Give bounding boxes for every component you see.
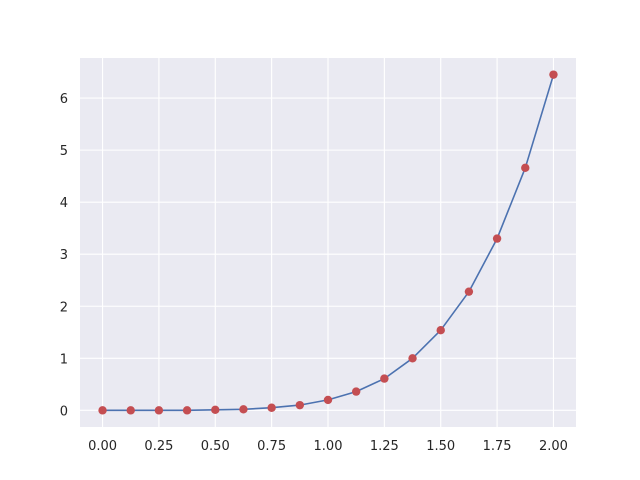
x-tick-label: 0.00 xyxy=(88,439,117,454)
x-gridlines xyxy=(101,58,555,427)
data-point xyxy=(351,387,361,396)
data-point xyxy=(182,406,192,415)
data-point xyxy=(380,374,389,383)
data-point xyxy=(464,287,474,296)
y-tick-label: 5 xyxy=(60,144,68,159)
data-point xyxy=(295,400,305,410)
x-tick-label: 0.50 xyxy=(201,439,230,454)
data-point xyxy=(211,405,220,415)
y-tick-label: 0 xyxy=(60,404,68,419)
x-tick-label: 2.00 xyxy=(539,439,568,454)
x-tick-label: 0.25 xyxy=(144,439,173,454)
data-point xyxy=(98,406,107,415)
y-gridlines xyxy=(80,97,576,411)
y-tick-label: 6 xyxy=(60,92,68,107)
y-tick-label: 4 xyxy=(60,196,68,211)
data-point xyxy=(408,354,417,363)
y-axis-ticks: 0 1 2 3 4 5 6 xyxy=(60,92,68,419)
x-tick-label: 1.25 xyxy=(370,439,399,454)
data-point xyxy=(323,395,333,405)
x-tick-label: 1.75 xyxy=(483,439,512,454)
data-point xyxy=(267,403,276,412)
series-layer xyxy=(98,70,558,415)
x-tick-label: 1.50 xyxy=(426,439,455,454)
y-tick-label: 2 xyxy=(60,300,68,315)
data-point xyxy=(126,406,135,415)
data-point xyxy=(492,234,502,243)
y-tick-label: 3 xyxy=(60,248,68,263)
data-point xyxy=(549,70,558,79)
y-tick-label: 1 xyxy=(60,352,68,367)
data-point xyxy=(239,405,248,414)
x-tick-label: 0.75 xyxy=(257,439,286,454)
x-axis-ticks: 0.00 0.25 0.50 0.75 1.00 1.25 1.50 1.75 2.00 xyxy=(88,439,568,454)
x-tick-label: 1.00 xyxy=(314,439,343,454)
data-point xyxy=(154,406,164,415)
data-point xyxy=(521,163,530,173)
data-point xyxy=(436,325,445,335)
